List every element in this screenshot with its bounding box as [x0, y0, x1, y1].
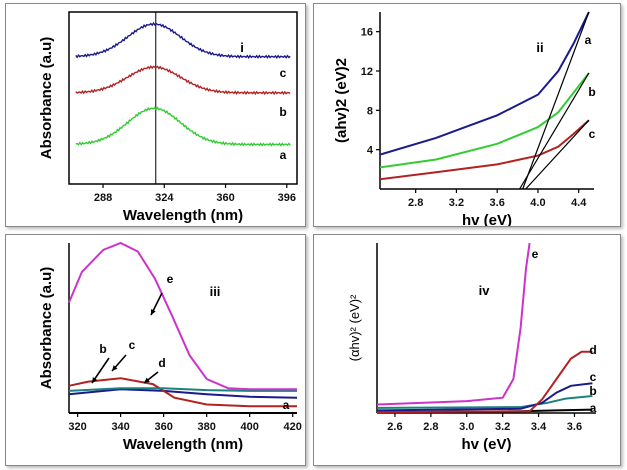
- x-tick-label: 2.8: [408, 197, 423, 209]
- curve-label-c: c: [280, 66, 287, 80]
- panel-iv: 2.6 2.8 3.0 3.2 3.4 3.6 hv (eV) (αhv)² (eV)² iv a…: [313, 234, 621, 466]
- x-tick-label: 324: [155, 192, 174, 204]
- series-line-c: [376, 382, 593, 412]
- curve-label-a: a: [585, 33, 592, 47]
- curve-label-e: e: [532, 247, 539, 261]
- series-line-d: [68, 387, 297, 392]
- x-tick-label: 4.4: [571, 197, 587, 209]
- y-tick-label: 8: [367, 105, 373, 117]
- x-tick-label: 288: [94, 192, 112, 204]
- y-tick-label: 12: [361, 66, 373, 78]
- curve-label-e: e: [167, 272, 174, 286]
- x-axis-label: Wavelength (nm): [123, 207, 243, 224]
- curve-pointer-arrowhead: [112, 365, 118, 371]
- series-line-a: [379, 11, 590, 156]
- panel-label: ii: [536, 40, 543, 55]
- x-tick-label: 4.0: [530, 197, 545, 209]
- curve-label-c: c: [589, 127, 596, 141]
- x-tick-label: 320: [68, 421, 86, 433]
- x-tick-label: 400: [240, 421, 258, 433]
- x-tick-label: 420: [284, 421, 302, 433]
- series-line-b: [379, 72, 590, 169]
- chart-i: 288 324 360 396 Wavelength (nm) Absorbance (a…: [38, 11, 298, 224]
- curve-label-d: d: [158, 356, 165, 370]
- panel-label: iv: [479, 283, 491, 298]
- curve-pointer-arrowhead: [144, 377, 150, 383]
- curve-label-b: b: [588, 85, 595, 99]
- tangent-line-c: [525, 119, 590, 190]
- tangent-line-a: [522, 11, 590, 190]
- y-tick-label: 16: [361, 27, 373, 39]
- x-tick-label: 2.8: [423, 421, 438, 433]
- chart-ii: 2.8 3.2 3.6 4.0 4.4 4 8 12 16 hv (eV) (ahv)2 (eV)2…: [333, 11, 596, 226]
- curve-label-d: d: [589, 343, 596, 357]
- curve-label-b: b: [279, 105, 286, 119]
- x-axis-label: hv (eV): [461, 436, 511, 453]
- y-tick-label: 4: [367, 145, 374, 157]
- series-line-e: [376, 242, 531, 406]
- y-axis-label: Absorbance (a.u): [38, 267, 55, 390]
- x-tick-label: 3.0: [459, 421, 474, 433]
- x-axis-label: Wavelength (nm): [123, 436, 243, 453]
- tangent-line-b: [519, 72, 590, 190]
- y-axis-label: (αhv)² (eV)²: [347, 294, 362, 361]
- curve-label-b: b: [99, 342, 106, 356]
- x-axis-label: hv (eV): [462, 212, 512, 226]
- panel-i: 288 324 360 396 Wavelength (nm) Absorbance (a…: [5, 3, 306, 227]
- curve-label-a: a: [283, 398, 290, 412]
- y-axis-label: (ahv)2 (eV)2: [333, 58, 350, 143]
- x-tick-label: 2.6: [387, 421, 402, 433]
- curve-pointer-arrowhead: [92, 377, 98, 383]
- curve-pointer-arrowhead: [151, 309, 156, 315]
- x-tick-label: 360: [216, 192, 234, 204]
- x-tick-label: 3.2: [449, 197, 464, 209]
- x-tick-label: 3.4: [531, 421, 547, 433]
- x-tick-label: 396: [278, 192, 296, 204]
- curve-label-c: c: [590, 370, 597, 384]
- chart-iv: 2.6 2.8 3.0 3.2 3.4 3.6 hv (eV) (αhv)² (eV)² iv a…: [347, 242, 597, 453]
- x-tick-label: 3.2: [495, 421, 510, 433]
- panel-iii: 320 340 360 380 400 420 Wavelength (nm) Absorba…: [5, 234, 306, 466]
- x-tick-label: 380: [197, 421, 215, 433]
- curve-label-b: b: [589, 384, 596, 398]
- plot-frame: [68, 11, 298, 185]
- x-tick-label: 3.6: [490, 197, 505, 209]
- y-axis-label: Absorbance (a.u): [38, 37, 55, 160]
- panel-label: iii: [210, 284, 221, 299]
- series-line-e: [68, 241, 297, 391]
- curve-label-c: c: [129, 338, 136, 352]
- x-tick-label: 340: [111, 421, 129, 433]
- series-line-b: [376, 395, 593, 409]
- series-line-d: [376, 350, 593, 414]
- series-line-b: [75, 64, 291, 96]
- series-line-a: [75, 106, 291, 147]
- series-line-c: [379, 119, 590, 181]
- panel-ii: 2.8 3.2 3.6 4.0 4.4 4 8 12 16 hv (eV) (ahv)2 (eV)2…: [313, 3, 621, 227]
- chart-iii: 320 340 360 380 400 420 Wavelength (nm) Absorba…: [38, 241, 302, 453]
- series-line-c: [75, 21, 291, 59]
- x-tick-label: 3.6: [567, 421, 582, 433]
- panel-label: i: [240, 40, 244, 55]
- series-line-b: [68, 388, 298, 399]
- curve-label-a: a: [590, 401, 597, 415]
- curve-label-a: a: [280, 148, 287, 162]
- x-tick-label: 360: [154, 421, 172, 433]
